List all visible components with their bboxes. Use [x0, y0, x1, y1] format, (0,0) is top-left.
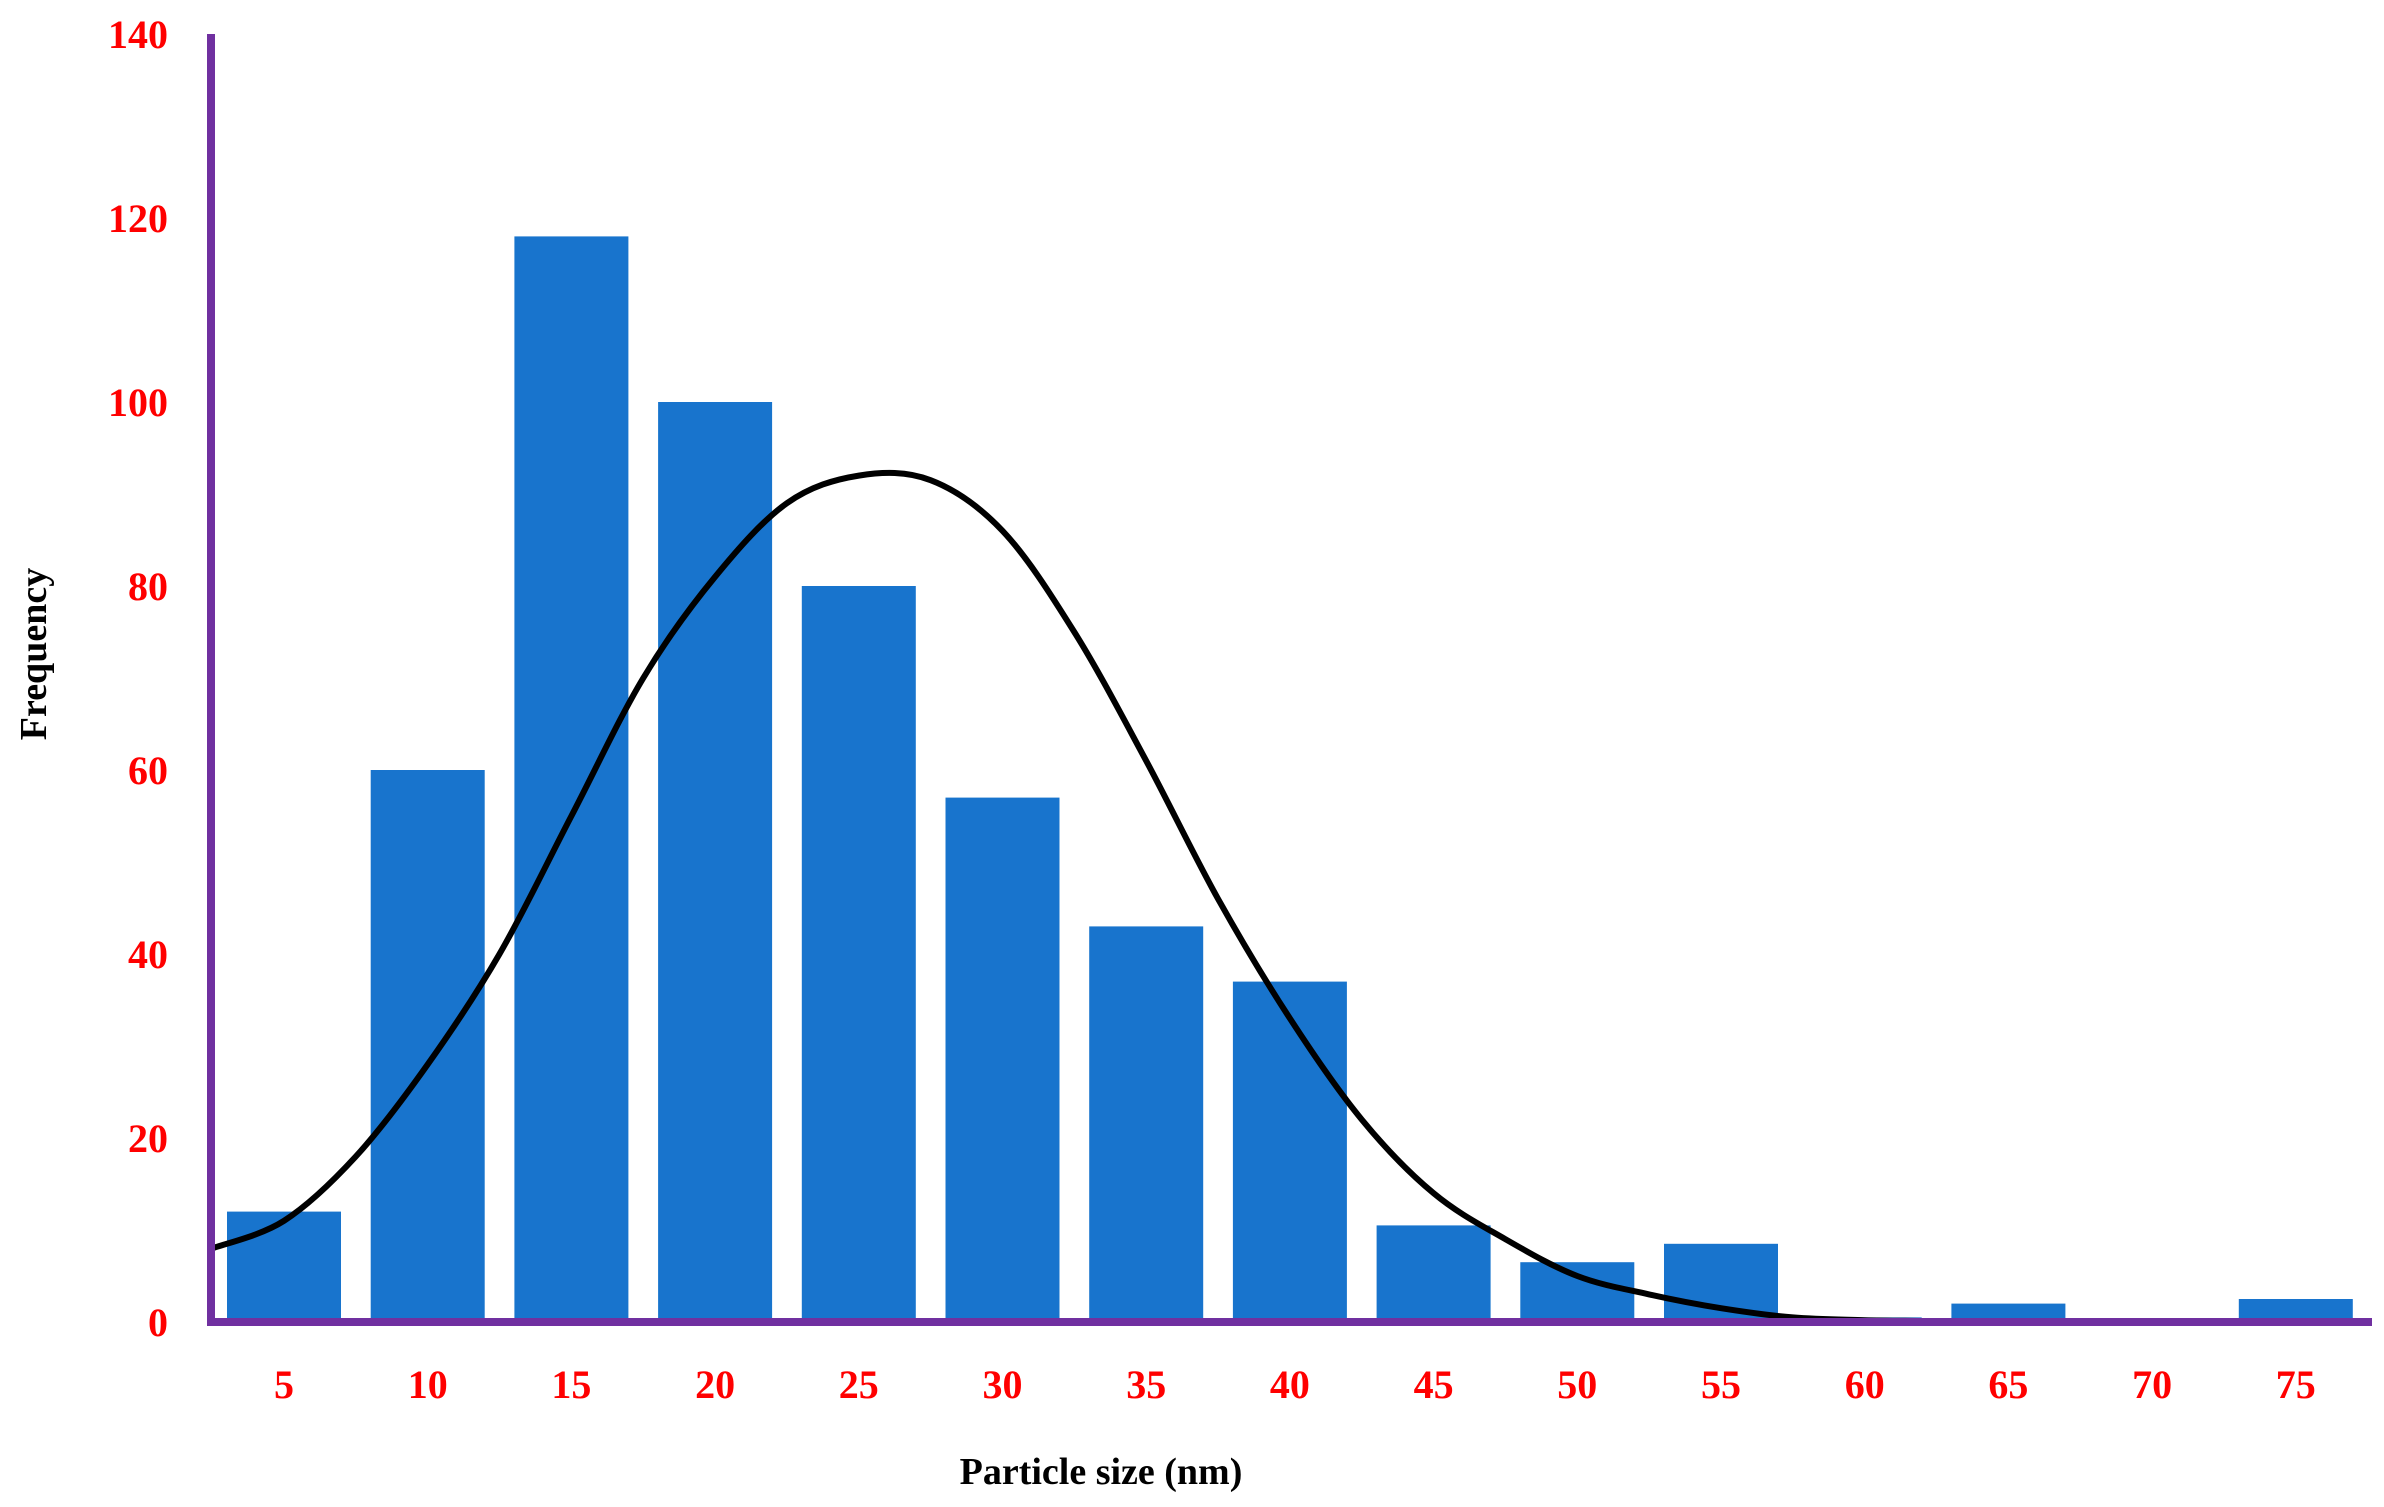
x-axis-title: Particle size (nm)	[960, 1451, 1243, 1493]
bar-25	[801, 586, 916, 1322]
x-tick-label-40: 40	[1270, 1362, 1310, 1407]
y-tick-label-100: 100	[108, 380, 168, 425]
bar-40	[1232, 981, 1347, 1322]
x-tick-label-50: 50	[1557, 1362, 1597, 1407]
bar-35	[1089, 926, 1204, 1322]
x-tick-label-10: 10	[408, 1362, 448, 1407]
x-tick-label-35: 35	[1126, 1362, 1166, 1407]
x-tick-label-25: 25	[839, 1362, 879, 1407]
y-tick-label-20: 20	[128, 1116, 168, 1161]
fit-curve	[211, 469, 1966, 1325]
bar-50	[1520, 1262, 1635, 1322]
bar-group	[227, 236, 2353, 1322]
y-tick-label-60: 60	[128, 748, 168, 793]
x-tick-label-45: 45	[1414, 1362, 1454, 1407]
x-tick-label-20: 20	[695, 1362, 735, 1407]
x-tick-label-15: 15	[551, 1362, 591, 1407]
bar-5	[227, 1211, 341, 1322]
x-tick-label-5: 5	[274, 1362, 294, 1407]
x-tick-label-60: 60	[1845, 1362, 1885, 1407]
x-tick-label-75: 75	[2276, 1362, 2316, 1407]
y-tick-label-80: 80	[128, 564, 168, 609]
y-tick-labels: 0 20 40 60 80 100 120 140	[108, 12, 168, 1345]
bar-15	[514, 236, 629, 1322]
x-tick-label-30: 30	[983, 1362, 1023, 1407]
y-tick-label-0: 0	[148, 1300, 168, 1345]
y-tick-label-140: 140	[108, 12, 168, 57]
bar-20	[658, 402, 773, 1322]
bar-10	[370, 770, 485, 1322]
y-axis-title: Frequency	[13, 568, 55, 740]
bar-30	[945, 797, 1060, 1322]
y-tick-label-120: 120	[108, 196, 168, 241]
y-tick-label-40: 40	[128, 932, 168, 977]
x-tick-labels: 5 10 15 20 25 30 35 40 45 50 55 60 65 70 75	[274, 1362, 2316, 1407]
bar-45	[1376, 1225, 1491, 1322]
bar-65	[1951, 1303, 2066, 1322]
x-tick-label-55: 55	[1701, 1362, 1741, 1407]
x-tick-label-70: 70	[2132, 1362, 2172, 1407]
bar-75	[2238, 1299, 2353, 1322]
x-tick-label-65: 65	[1988, 1362, 2028, 1407]
